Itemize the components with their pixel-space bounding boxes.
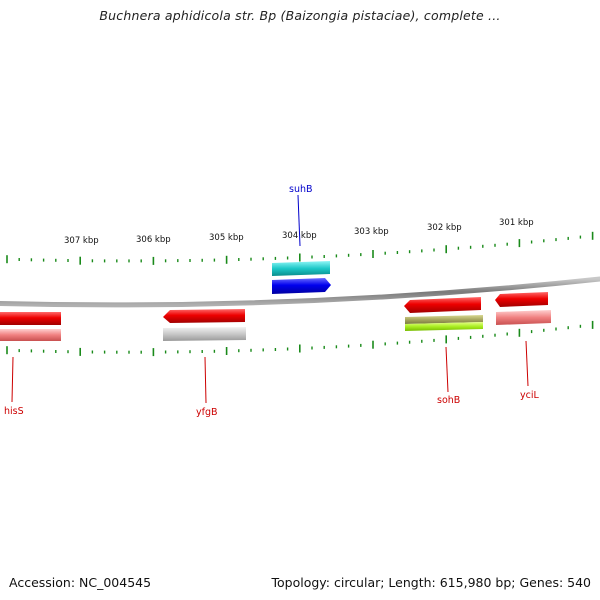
tick-label-305: 305 kbp xyxy=(209,233,244,243)
topology-summary: Topology: circular; Length: 615,980 bp; … xyxy=(271,575,592,590)
tick-label-301: 301 kbp xyxy=(499,218,534,228)
gene-label-yfgB[interactable]: yfgB xyxy=(196,407,218,418)
gene-label-yciL[interactable]: yciL xyxy=(520,390,539,401)
accession-text: Accession: NC_004545 xyxy=(9,575,152,590)
tick-label-303: 303 kbp xyxy=(354,227,389,237)
gene-sohB-arrow[interactable] xyxy=(404,297,481,313)
gene-sohB-cog-bar-1[interactable] xyxy=(405,315,483,324)
gene-yfgB-cog-bar[interactable] xyxy=(163,327,246,341)
gene-sohB-cog-bar-2[interactable] xyxy=(405,322,483,331)
leader-sohB xyxy=(445,346,449,393)
gene-hisS-cog-bar[interactable] xyxy=(0,329,61,341)
tick-row-inner xyxy=(6,320,594,357)
gene-label-hisS[interactable]: hisS xyxy=(4,406,24,417)
leader-suhB xyxy=(297,194,301,247)
leader-yciL xyxy=(525,340,529,387)
gene-yfgB-arrow[interactable] xyxy=(163,309,245,323)
page-title: Buchnera aphidicola str. Bp (Baizongia p… xyxy=(99,8,501,23)
genome-backbone xyxy=(0,276,600,308)
leader-yfgB xyxy=(204,356,207,404)
gene-yciL-arrow[interactable] xyxy=(495,292,548,307)
gene-label-sohB[interactable]: sohB xyxy=(437,395,460,406)
leader-hisS xyxy=(11,356,14,403)
tick-label-302: 302 kbp xyxy=(427,223,462,233)
gene-hisS-arrow[interactable] xyxy=(0,312,61,325)
gene-yciL-cog-bar[interactable] xyxy=(496,310,551,325)
tick-label-306: 306 kbp xyxy=(136,235,171,245)
gene-suhB-arrow[interactable] xyxy=(272,278,331,294)
gene-suhB-cog-bar[interactable] xyxy=(272,261,330,276)
tick-label-307: 307 kbp xyxy=(64,236,99,246)
tick-row-outer xyxy=(6,231,594,265)
gene-label-suhB[interactable]: suhB xyxy=(289,184,313,195)
